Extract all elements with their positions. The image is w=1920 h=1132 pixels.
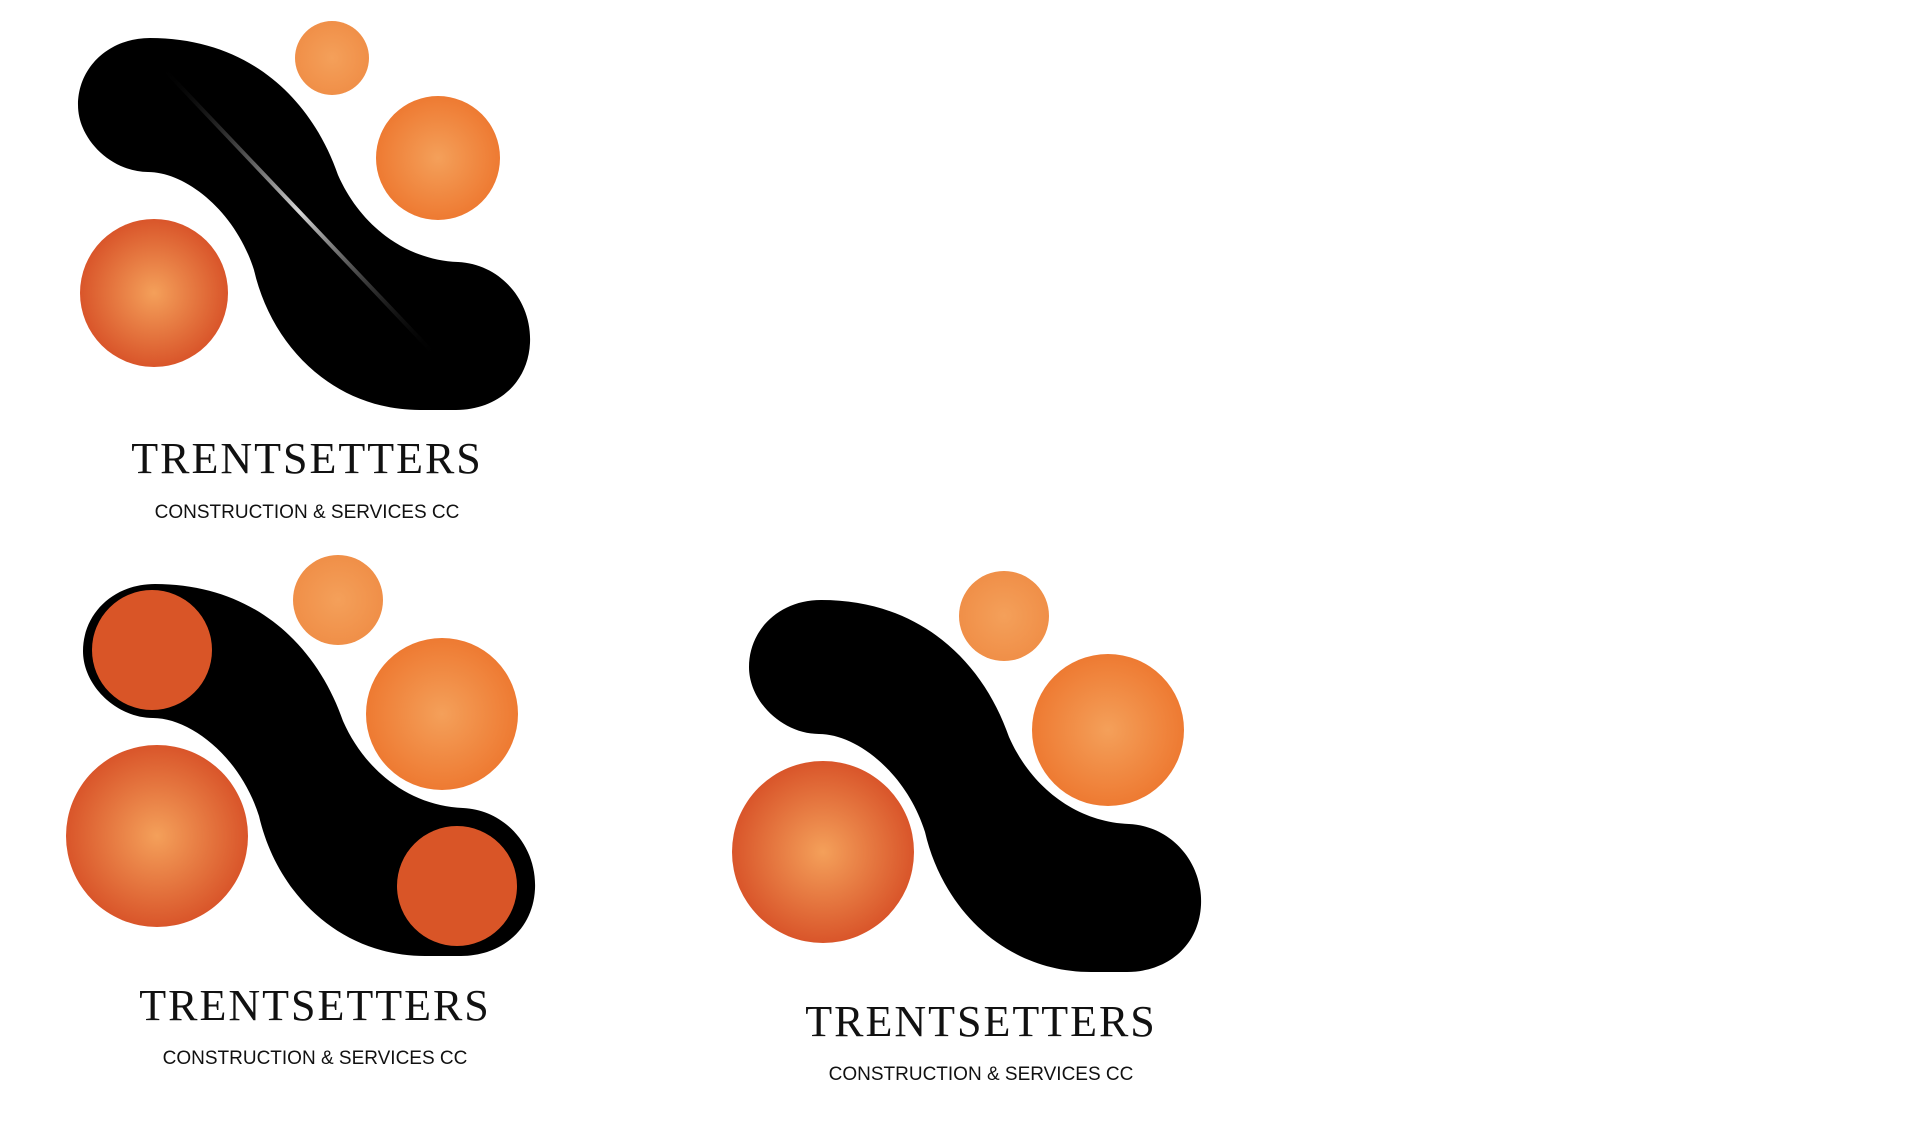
inset-circle-top [92,590,212,710]
medium-orange-circle [1032,654,1184,806]
swoosh-shape [78,38,531,410]
logo-mark [732,571,1202,972]
small-orange-circle [959,571,1049,661]
logo-variant-inset: TRENTSETTERS CONSTRUCTION & SERVICES CC [65,555,565,1116]
logo-variant-plain: TRENTSETTERS CONSTRUCTION & SERVICES CC [731,571,1231,1132]
medium-orange-circle [366,638,518,790]
inset-circle-bottom [397,826,517,946]
logo-mark [66,555,536,956]
large-orange-circle [66,745,248,927]
gloss-stripe [158,63,440,360]
brand-name: TRENTSETTERS [131,434,483,483]
brand-name: TRENTSETTERS [139,981,491,1030]
logo-mark [78,21,531,410]
brand-tagline: CONSTRUCTION & SERVICES CC [162,1048,468,1069]
brand-name: TRENTSETTERS [805,997,1157,1046]
swoosh-shape [749,600,1202,972]
logo-variant-gloss: TRENTSETTERS CONSTRUCTION & SERVICES CC [60,10,560,570]
large-orange-circle [80,219,228,367]
small-orange-circle [293,555,383,645]
small-orange-circle [295,21,369,95]
brand-tagline: CONSTRUCTION & SERVICES CC [154,502,460,523]
brand-tagline: CONSTRUCTION & SERVICES CC [828,1064,1134,1085]
large-orange-circle [732,761,914,943]
medium-orange-circle [376,96,500,220]
